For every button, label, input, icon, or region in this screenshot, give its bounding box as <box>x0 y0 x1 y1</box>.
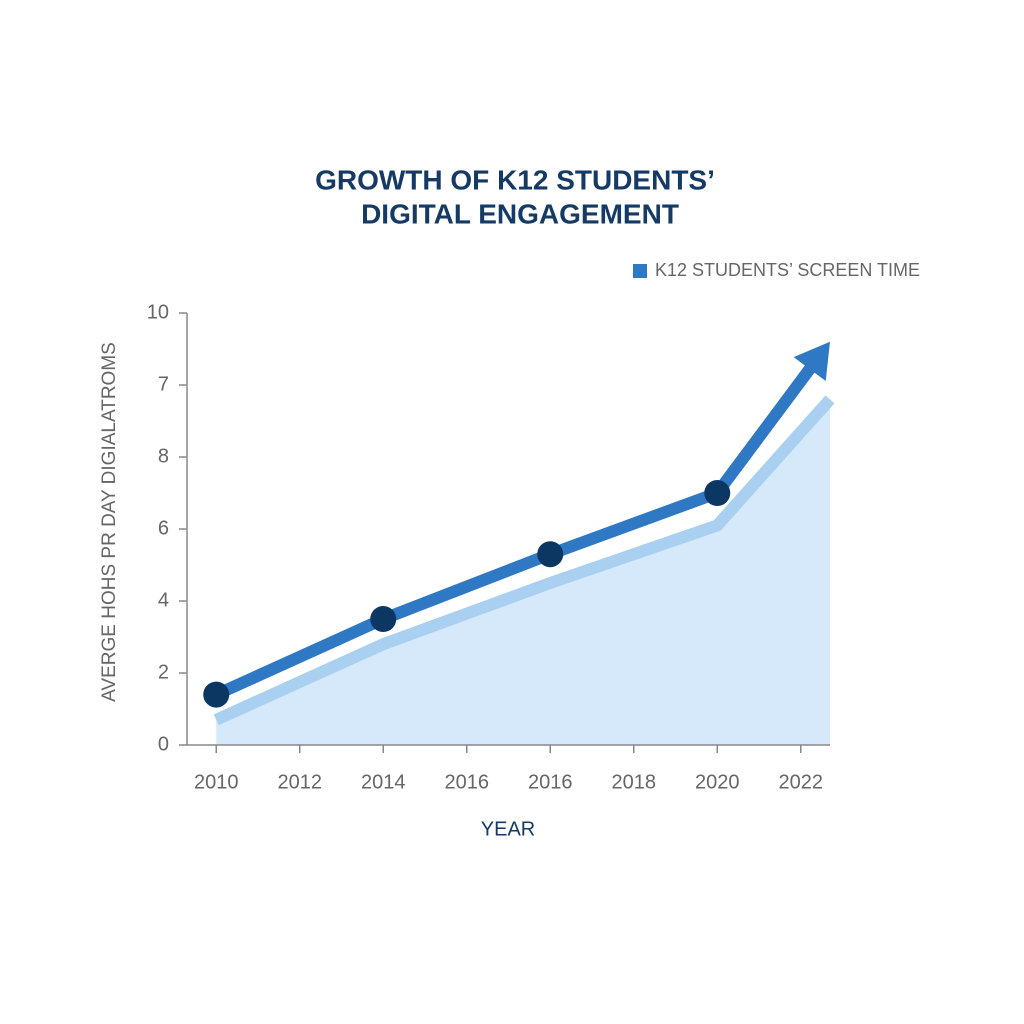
chart-title: GROWTH OF K12 STUDENTS’ <box>315 164 715 195</box>
area-edge <box>213 395 835 726</box>
x-tick-label: 2010 <box>194 771 239 793</box>
x-tick-label: 2016 <box>528 771 573 793</box>
y-tick-label: 2 <box>158 661 169 683</box>
x-tick-label: 2020 <box>695 771 740 793</box>
y-tick-label: 6 <box>158 517 169 539</box>
x-tick-label: 2014 <box>361 771 406 793</box>
y-tick-label: 10 <box>147 301 169 323</box>
x-axis-label: YEAR <box>481 818 535 840</box>
legend-swatch <box>633 264 647 278</box>
x-tick-label: 2018 <box>612 771 657 793</box>
marker <box>370 606 397 632</box>
area <box>216 399 830 745</box>
chart-title: DIGITAL ENGAGEMENT <box>361 198 679 229</box>
legend-label: K12 STUDENTS’ SCREEN TIME <box>655 260 920 280</box>
x-tick-label: 2016 <box>444 771 489 793</box>
x-tick-label: 2022 <box>779 771 824 793</box>
y-axis-label: AVERGE HOHS PR DAY DIGIALATROMS <box>99 342 120 702</box>
y-tick-label: 7 <box>158 373 169 395</box>
y-tick-label: 8 <box>158 445 169 467</box>
marker <box>704 480 731 506</box>
marker <box>203 681 230 708</box>
y-tick-label: 4 <box>158 589 169 611</box>
marker <box>537 541 564 568</box>
y-tick-label: 0 <box>158 733 169 755</box>
arrowhead <box>793 341 830 382</box>
x-tick-label: 2012 <box>277 771 322 793</box>
